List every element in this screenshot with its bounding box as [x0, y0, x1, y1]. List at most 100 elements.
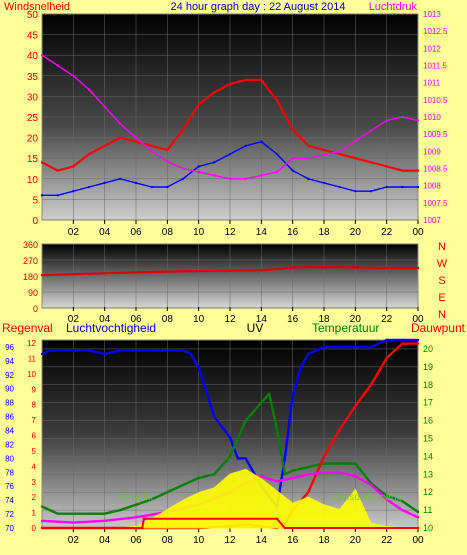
dewpoint-point — [338, 428, 341, 431]
wind-gust-point — [103, 144, 106, 148]
humidity-point — [244, 457, 247, 460]
wind-speed-tick: 20 — [27, 134, 39, 145]
pressure-point — [369, 129, 373, 132]
rain-tick: 2 — [32, 493, 37, 502]
feels-like-point — [369, 483, 373, 487]
humidity-point — [283, 457, 287, 460]
time-tick-label: 22 — [381, 227, 393, 238]
wind-speed-tick: 15 — [27, 154, 39, 165]
pressure-point — [134, 136, 138, 139]
pressure-tick: 1011.5 — [423, 62, 447, 71]
humidity-point — [56, 349, 59, 352]
pressure-point — [150, 150, 153, 153]
rain-tick: 9 — [32, 385, 37, 394]
temperature-point — [291, 469, 294, 472]
wind-average-point — [228, 152, 232, 156]
temperature-point — [228, 455, 232, 458]
feels-like-point — [72, 521, 75, 524]
rain-point — [275, 517, 279, 520]
climate-panel: Regenval Luchtvochtigheid UV Temperatuur… — [2, 321, 466, 546]
wind-direction-point — [134, 271, 138, 274]
temperature-tick: 20 — [423, 344, 433, 354]
feels-like-point — [275, 480, 279, 483]
feels-like-point — [40, 519, 44, 523]
wind-speed-tick: 0 — [32, 216, 38, 227]
time-tick-label: 04 — [99, 227, 111, 238]
temperature-point — [401, 499, 404, 503]
wind-direction-point — [385, 266, 388, 270]
direction-series — [40, 265, 420, 277]
wind-gust-point — [416, 169, 420, 172]
temperature-point — [166, 490, 169, 494]
rain-point — [40, 526, 44, 530]
wind-gust-point — [338, 152, 341, 156]
time-tick-label: 10 — [193, 535, 205, 546]
time-tick-label: 12 — [224, 314, 236, 325]
wind-direction-point — [322, 265, 326, 269]
rain-tick: 7 — [32, 416, 37, 425]
pressure-point — [322, 153, 326, 156]
temperature-tick: 18 — [423, 380, 433, 390]
time-tick-label: 08 — [162, 227, 174, 238]
pressure-point — [87, 88, 91, 91]
humidity-tick: 70 — [5, 524, 14, 533]
temperature-point — [87, 512, 91, 515]
time-tick-label: 18 — [318, 314, 330, 325]
temperature-point — [354, 462, 357, 465]
wind-speed-tick: 35 — [27, 72, 39, 83]
dewpoint-title: Dauwpunt — [411, 321, 466, 335]
pressure-point — [197, 170, 200, 174]
feels-like-point — [103, 519, 106, 523]
time-tick-label: 08 — [162, 535, 174, 546]
wind-average-point — [72, 189, 75, 193]
temperature-axis: 10 11 12 13 14 15 16 17 18 19 20 — [423, 344, 433, 533]
humidity-tick: 72 — [5, 510, 14, 519]
direction-tick: 0 — [33, 304, 38, 314]
temperature-tick: 11 — [423, 505, 432, 515]
wind-gust-point — [275, 99, 279, 102]
humidity-point — [134, 349, 138, 352]
humidity-point — [291, 394, 294, 397]
feels-like-point — [134, 516, 138, 519]
temperature-point — [56, 512, 59, 515]
time-tick-label: 02 — [68, 535, 80, 546]
rain-tick: 11 — [28, 354, 37, 363]
time-tick-label: 18 — [318, 227, 330, 238]
humidity-point — [307, 352, 310, 356]
pressure-point — [354, 139, 357, 143]
temperature-tick: 10 — [423, 523, 433, 533]
humidity-point — [48, 349, 52, 352]
humidity-tick: 80 — [5, 454, 14, 463]
time-tick-label: 14 — [256, 535, 268, 546]
time-tick-label: 12 — [224, 535, 236, 546]
time-tick-label: 14 — [256, 227, 268, 238]
humidity-point — [166, 349, 169, 352]
feels-like-point — [291, 476, 294, 480]
time-tick-label: 02 — [68, 227, 80, 238]
wind-average-point — [87, 185, 91, 189]
time-tick-label: 06 — [130, 314, 142, 325]
pressure-tick: 1010.5 — [423, 96, 448, 105]
humidity-point — [181, 349, 185, 352]
wind-average-point — [307, 177, 310, 180]
temperature-point — [181, 483, 185, 487]
pressure-point — [213, 174, 216, 177]
pressure-tick: 1009.5 — [423, 130, 448, 139]
humidity-point — [119, 349, 122, 352]
wind-speed-tick: 25 — [27, 113, 39, 124]
wind-average-point — [213, 161, 216, 164]
time-tick-label: 10 — [193, 227, 205, 238]
feels-like-point — [322, 471, 326, 474]
wind-speed-tick: 50 — [27, 10, 39, 21]
wind-direction-point — [103, 272, 106, 275]
pressure-point — [416, 119, 420, 122]
rain-tick: 5 — [32, 447, 37, 456]
pressure-point — [244, 177, 247, 180]
wind-speed-axis: 0 5 10 15 20 25 30 35 40 45 50 — [27, 10, 39, 227]
wind-direction-point — [228, 269, 232, 272]
temperature-point — [416, 510, 420, 514]
humidity-tick: 76 — [5, 482, 14, 491]
time-tick-label: 00 — [412, 535, 424, 546]
humidity-point — [87, 349, 91, 352]
